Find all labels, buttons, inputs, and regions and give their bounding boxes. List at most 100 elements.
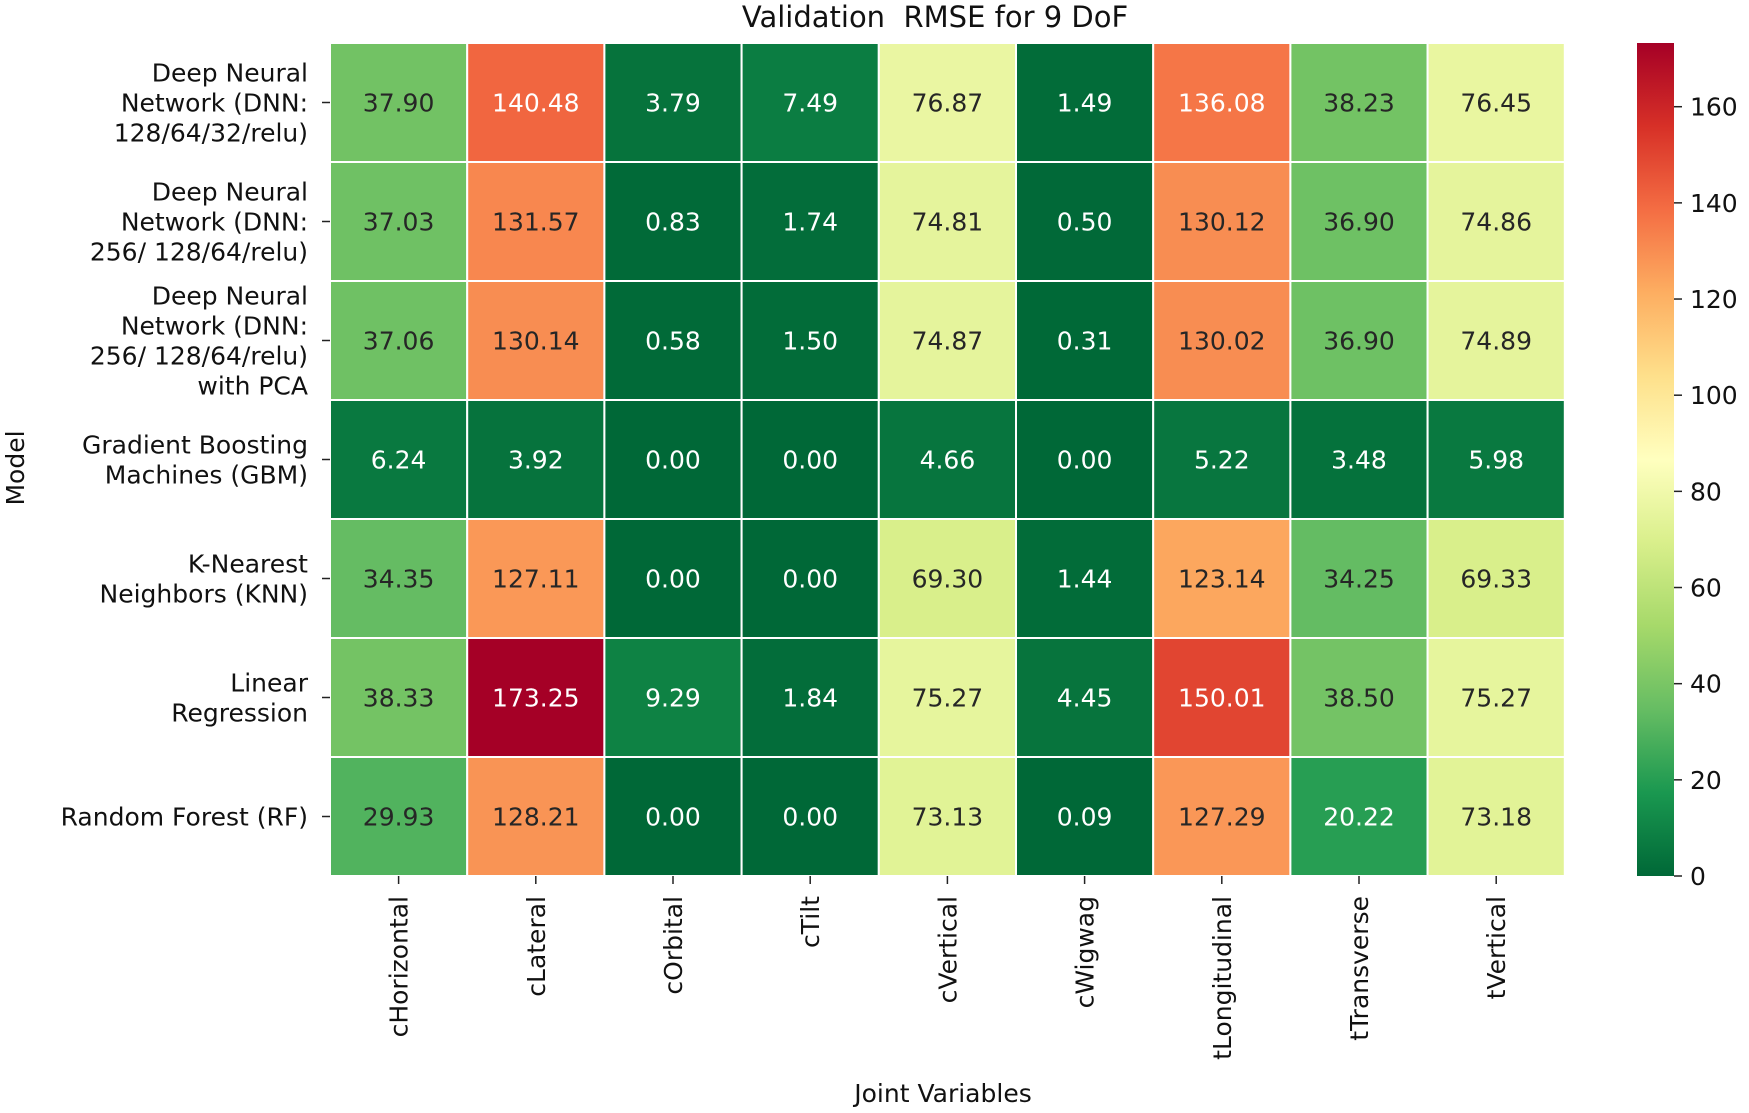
heatmap-cell [466, 756, 606, 877]
heatmap-cell [740, 399, 880, 520]
heatmap-cell [466, 399, 606, 520]
heatmap-cell [877, 637, 1017, 758]
x-tick-label: cHorizontal [385, 896, 414, 1037]
heatmap-cell [329, 756, 469, 877]
colorbar-tick-label: 140 [1690, 189, 1738, 218]
y-tick-label: Linear [230, 669, 308, 698]
cell-value-label: 127.29 [1178, 803, 1265, 832]
cell-value-label: 76.87 [912, 89, 984, 118]
x-tick-label: cOrbital [659, 896, 688, 995]
cell-value-label: 0.00 [645, 446, 701, 475]
y-tick-label: Random Forest (RF) [61, 803, 308, 832]
heatmap-cell [1015, 42, 1155, 163]
heatmap-cell [1426, 161, 1566, 282]
heatmap-cell [740, 637, 880, 758]
cell-value-label: 37.06 [363, 327, 435, 356]
colorbar-tick-label: 40 [1690, 670, 1722, 699]
y-tick-label: Deep Neural [152, 59, 308, 88]
cell-value-label: 150.01 [1178, 684, 1265, 713]
cell-value-label: 74.87 [912, 327, 984, 356]
cell-value-label: 38.23 [1323, 89, 1395, 118]
y-tick-label: 256/ 128/64/relu) [90, 238, 308, 267]
cell-value-label: 34.25 [1323, 565, 1395, 594]
cell-value-label: 136.08 [1178, 89, 1265, 118]
heatmap-cell [1289, 637, 1429, 758]
cell-value-label: 0.00 [1057, 446, 1113, 475]
cell-value-label: 0.83 [645, 208, 701, 237]
colorbar-tick-label: 100 [1690, 381, 1738, 410]
x-tick-label: cLateral [522, 896, 551, 997]
y-tick-label: Network (DNN: [121, 208, 308, 237]
chart-title: Validation RMSE for 9 DoF [742, 0, 1128, 34]
cell-value-label: 1.50 [782, 327, 838, 356]
heatmap-cell [603, 280, 743, 401]
heatmap-cell [877, 161, 1017, 282]
cell-value-label: 74.89 [1460, 327, 1532, 356]
heatmap-cell [1289, 161, 1429, 282]
cell-value-label: 1.74 [782, 208, 838, 237]
heatmap-cell [1289, 42, 1429, 163]
x-axis-label: Joint Variables [852, 1079, 1031, 1108]
cell-value-label: 0.00 [645, 565, 701, 594]
y-tick-label: with PCA [197, 372, 308, 401]
y-tick-label: Network (DNN: [121, 89, 308, 118]
y-tick-label: Network (DNN: [121, 312, 308, 341]
cell-value-label: 74.86 [1460, 208, 1532, 237]
cell-value-label: 74.81 [912, 208, 984, 237]
cell-value-label: 20.22 [1323, 803, 1395, 832]
heatmap-cell [466, 42, 606, 163]
heatmap-cell [466, 280, 606, 401]
cell-value-label: 3.79 [645, 89, 701, 118]
y-tick-label: Regression [171, 699, 308, 728]
cell-value-label: 37.90 [363, 89, 435, 118]
cell-value-label: 131.57 [492, 208, 579, 237]
heatmap-cell [1426, 399, 1566, 520]
x-tick-label: cWigwag [1071, 896, 1100, 1008]
cell-value-label: 130.02 [1178, 327, 1265, 356]
x-tick-label: tVertical [1482, 896, 1511, 999]
colorbar-tick-label: 80 [1690, 477, 1722, 506]
heatmap-cell [1015, 637, 1155, 758]
colorbar-tick-label: 160 [1690, 93, 1738, 122]
heatmap-cell [1015, 518, 1155, 639]
cell-value-label: 173.25 [492, 684, 579, 713]
cell-value-label: 75.27 [1460, 684, 1532, 713]
x-tick-labels: cHorizontal cLateral cOrbital cTilt cVertica… [385, 876, 1511, 1060]
colorbar-tick-label: 20 [1690, 766, 1722, 795]
y-tick-label: Gradient Boosting [82, 431, 308, 460]
cell-value-label: 69.30 [912, 565, 984, 594]
cell-value-label: 128.21 [492, 803, 579, 832]
cell-value-label: 4.45 [1057, 684, 1113, 713]
cell-value-label: 6.24 [371, 446, 427, 475]
heatmap-cell [1152, 518, 1292, 639]
heatmap-cell [466, 518, 606, 639]
cell-value-label: 0.58 [645, 327, 701, 356]
colorbar-ticks: 0 20 40 60 80 100 120 140 160 [1674, 93, 1738, 891]
cell-value-label: 9.29 [645, 684, 701, 713]
y-tick-label: 128/64/32/relu) [114, 119, 308, 148]
heatmap-cell [740, 42, 880, 163]
heatmap-cell [1426, 637, 1566, 758]
heatmap-cell [329, 399, 469, 520]
cell-value-label: 38.33 [363, 684, 435, 713]
cell-value-label: 140.48 [492, 89, 579, 118]
heatmap-cell [329, 42, 469, 163]
heatmap-cell [1152, 161, 1292, 282]
heatmap-cell [329, 518, 469, 639]
cell-value-label: 0.50 [1057, 208, 1113, 237]
heatmap-cell [603, 518, 743, 639]
y-tick-label: 256/ 128/64/relu) [90, 342, 308, 371]
heatmap-cell [603, 637, 743, 758]
cell-value-label: 1.84 [782, 684, 838, 713]
x-tick-label: cVertical [933, 896, 962, 1003]
cell-value-label: 69.33 [1460, 565, 1532, 594]
y-tick-label: Machines (GBM) [105, 461, 308, 490]
cell-value-label: 123.14 [1178, 565, 1265, 594]
cell-value-label: 1.44 [1057, 565, 1113, 594]
heatmap-cell [603, 161, 743, 282]
cell-value-label: 5.98 [1468, 446, 1524, 475]
y-tick-label: Deep Neural [152, 178, 308, 207]
cell-value-label: 4.66 [920, 446, 976, 475]
heatmap-cell [329, 280, 469, 401]
